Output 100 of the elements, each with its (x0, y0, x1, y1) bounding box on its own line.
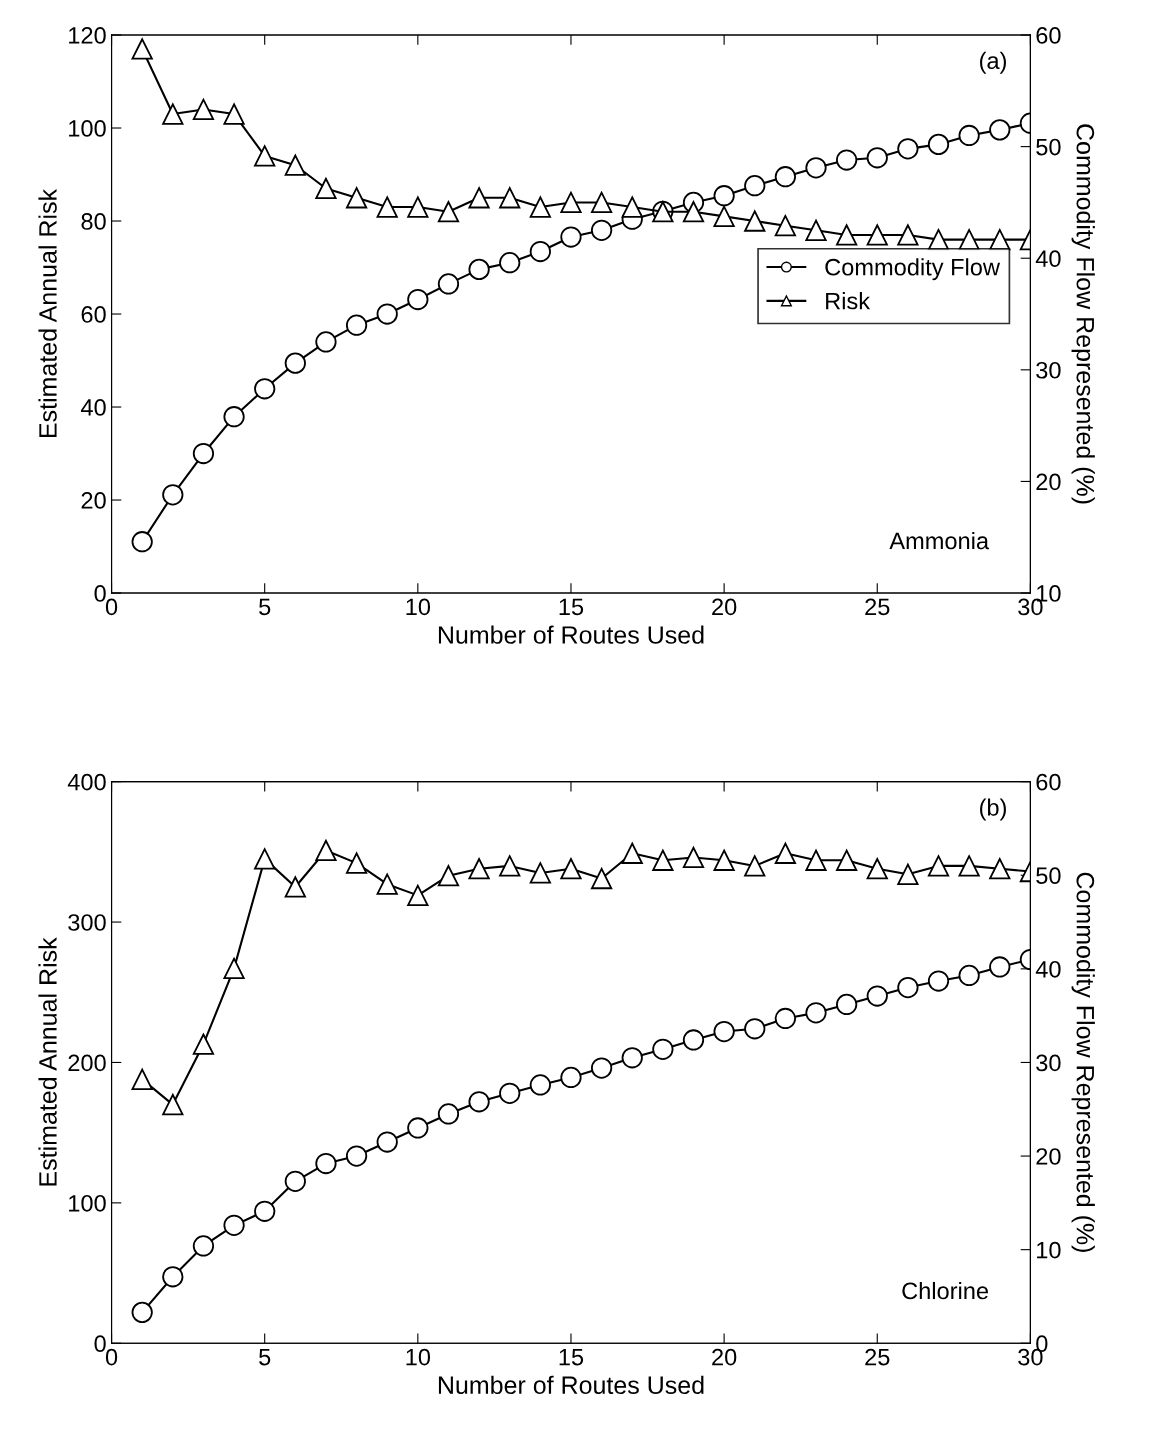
point (590, 1057, 613, 1079)
point (468, 1091, 490, 1113)
point (805, 849, 827, 871)
point (254, 1200, 276, 1222)
point (529, 196, 551, 218)
point (315, 177, 337, 200)
point (897, 863, 919, 885)
point (499, 187, 521, 209)
point (315, 331, 337, 353)
y-tick-label: 100 (69, 1194, 106, 1212)
point (437, 273, 460, 295)
point (927, 133, 950, 156)
point (958, 124, 980, 147)
y2-tick-label: 50 (1036, 867, 1061, 885)
point (560, 1066, 582, 1089)
y-tick-label: 20 (81, 492, 106, 509)
point (897, 224, 919, 246)
point (590, 867, 613, 890)
point (345, 187, 368, 209)
point (345, 314, 368, 336)
point (223, 1214, 245, 1236)
point (744, 855, 766, 877)
x-axis-title: Number of Routes Used (438, 1375, 704, 1395)
annotation: (a) (980, 51, 1006, 74)
x-tick-label: 5 (259, 1348, 271, 1366)
y2-axis-title: Commodity Flow Represented (%) (1071, 872, 1095, 1252)
y2-tick-label: 30 (1036, 361, 1061, 379)
point (866, 858, 888, 880)
point (682, 846, 705, 869)
point (407, 1117, 429, 1139)
point (652, 1038, 674, 1060)
point (529, 862, 551, 884)
point (560, 191, 582, 214)
point (774, 215, 797, 237)
point (499, 1082, 521, 1104)
y2-tick-label: 40 (1035, 250, 1061, 268)
y-tick-label: 120 (69, 27, 106, 44)
point (223, 957, 245, 980)
point (499, 855, 521, 877)
y2-tick-label: 60 (1036, 773, 1061, 791)
y2-tick-label: 60 (1036, 27, 1061, 44)
point (437, 201, 460, 223)
point (345, 852, 368, 874)
point (376, 303, 398, 325)
point (254, 145, 276, 167)
x-tick-label: 0 (105, 1348, 118, 1366)
point (744, 210, 766, 232)
point (682, 201, 705, 223)
legend-label: Commodity Flow (825, 258, 1001, 281)
point (590, 219, 613, 241)
point (621, 842, 643, 864)
y-tick-label: 300 (68, 914, 106, 931)
point (376, 1131, 398, 1153)
point (927, 970, 950, 992)
point (131, 531, 153, 553)
point (345, 1145, 368, 1167)
point (407, 288, 429, 311)
x-tick-label: 15 (559, 598, 584, 616)
point (284, 352, 306, 374)
y-tick-label: 80 (81, 213, 106, 230)
point (499, 252, 521, 274)
point (560, 858, 582, 880)
point (529, 1074, 551, 1096)
point (223, 103, 245, 125)
x-tick-label: 10 (406, 1348, 431, 1366)
legend-label: Risk (826, 292, 871, 310)
point (192, 1235, 215, 1257)
point (162, 103, 184, 125)
point (468, 187, 490, 209)
x-tick-label: 0 (105, 598, 118, 616)
point (744, 175, 766, 197)
point (162, 484, 184, 506)
point (713, 205, 735, 227)
point (468, 858, 490, 880)
y-tick-label: 60 (81, 306, 106, 323)
y2-tick-label: 30 (1036, 1054, 1061, 1072)
x-tick-label: 20 (712, 598, 737, 616)
point (131, 1301, 153, 1323)
point (162, 1266, 184, 1288)
annotation: Chlorine (902, 1281, 989, 1300)
y-tick-label: 100 (69, 120, 106, 137)
y-axis-title: Estimated Annual Risk (38, 188, 57, 438)
y2-tick-label: 50 (1036, 138, 1061, 156)
point (468, 258, 490, 281)
point (131, 1068, 153, 1090)
y2-tick-label: 20 (1036, 1148, 1061, 1165)
y-tick-label: 0 (94, 1335, 106, 1353)
point (315, 839, 337, 862)
point (805, 1002, 827, 1024)
point (774, 166, 797, 188)
point (836, 149, 858, 171)
x-tick-label: 15 (559, 1348, 584, 1366)
y-tick-label: 0 (94, 585, 106, 602)
point (192, 442, 215, 465)
point (897, 976, 919, 999)
point (223, 406, 245, 428)
point (989, 956, 1011, 978)
point (192, 98, 215, 121)
point (866, 147, 888, 169)
point (529, 240, 551, 263)
